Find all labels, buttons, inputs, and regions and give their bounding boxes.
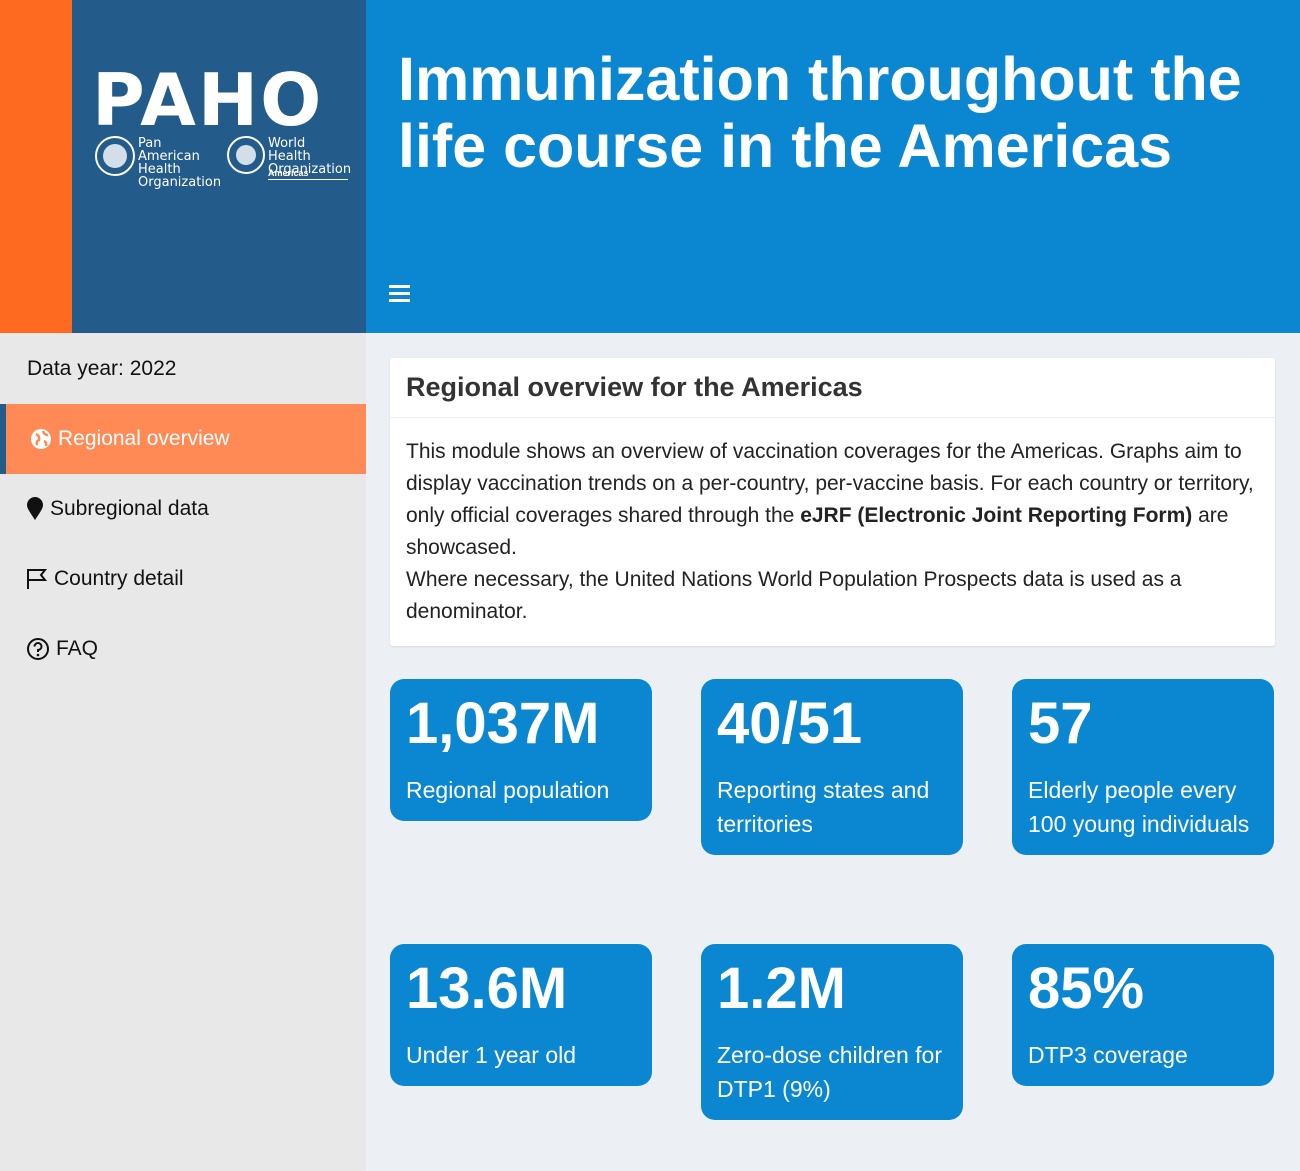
intro-text: Where necessary, the United Nations Worl…: [406, 568, 1182, 623]
nav-label: Country detail: [54, 567, 184, 590]
intro-bold: eJRF (Electronic Joint Reporting Form): [800, 504, 1193, 527]
card-body: This module shows an overview of vaccina…: [390, 418, 1275, 628]
box-value: 57: [1028, 691, 1093, 756]
who-emblem: [227, 136, 265, 174]
box-value: 40/51: [717, 691, 863, 756]
value-box: 1.2M Zero-dose children for DTP1 (9%): [701, 944, 963, 1120]
box-label: Elderly people every 100 young individua…: [1028, 777, 1250, 837]
nav-item[interactable]: Regional overview: [0, 404, 366, 474]
box-label: Zero-dose children for DTP1 (9%): [717, 1042, 942, 1102]
nav-item[interactable]: Country detail: [0, 544, 366, 614]
sidebar: Data year: 2022 Regional overview Subreg…: [0, 333, 366, 1171]
question-icon: [27, 638, 49, 660]
logo-panel: PAHO Pan American Health Organization Wo…: [72, 0, 366, 333]
value-box: 13.6M Under 1 year old: [390, 944, 652, 1086]
box-value: 1,037M: [406, 691, 600, 756]
flag-icon: [27, 569, 48, 589]
paho-emblem: [95, 136, 135, 176]
intro-text: This module shows an overview of vaccina…: [406, 440, 1254, 527]
card-title: Regional overview for the Americas: [390, 358, 1275, 418]
page-title: Immunization throughout the life course …: [398, 45, 1242, 180]
nav-item[interactable]: Subregional data: [0, 474, 366, 544]
pin-icon: [27, 497, 43, 520]
box-label: Under 1 year old: [406, 1042, 577, 1068]
nav-label: Subregional data: [50, 497, 209, 520]
value-box: 40/51 Reporting states and territories: [701, 679, 963, 855]
menu-toggle[interactable]: [389, 284, 411, 304]
box-label: Reporting states and territories: [717, 777, 930, 837]
paho-name: Pan American Health Organization: [138, 136, 222, 190]
region-name: Americas: [268, 168, 309, 178]
value-box: 85% DTP3 coverage: [1012, 944, 1274, 1086]
data-year: Data year: 2022: [27, 357, 177, 380]
accent-strip: [0, 0, 72, 333]
box-value: 1.2M: [717, 956, 846, 1021]
nav-label: FAQ: [56, 637, 99, 660]
box-label: Regional population: [406, 777, 610, 803]
header: Immunization throughout the life course …: [366, 0, 1300, 333]
box-value: 85%: [1028, 956, 1145, 1021]
value-box: 57 Elderly people every 100 young individ…: [1012, 679, 1274, 855]
who-name: World Health Organization: [268, 137, 351, 180]
globe-icon: [31, 429, 51, 449]
value-box: 1,037M Regional population: [390, 679, 652, 821]
intro-text: are showcased.: [406, 504, 1229, 559]
logo-acronym: PAHO: [92, 58, 324, 142]
box-label: DTP3 coverage: [1028, 1042, 1188, 1068]
nav-label: Regional overview: [58, 427, 230, 450]
box-value: 13.6M: [406, 956, 568, 1021]
nav-item[interactable]: FAQ: [0, 614, 366, 684]
overview-card: Regional overview for the Americas This …: [390, 358, 1275, 646]
